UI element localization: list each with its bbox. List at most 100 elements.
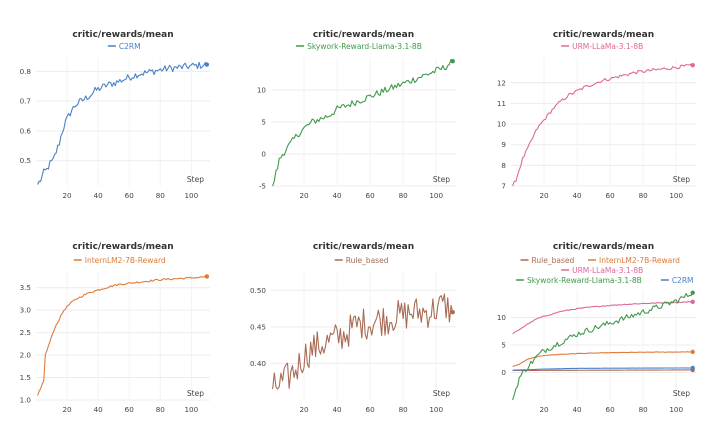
series-end-marker: [450, 310, 455, 315]
series-end-marker: [204, 274, 210, 279]
series-end-marker: [690, 290, 695, 295]
y-tick-label: 12: [497, 78, 506, 87]
y-tick-label: 1.0: [20, 396, 32, 405]
y-tick-label: 0: [261, 150, 266, 159]
x-tick-label: 80: [156, 405, 166, 414]
x-tick-label: 20: [62, 405, 72, 414]
y-tick-label: 0.45: [250, 322, 266, 331]
x-tick-label: 60: [366, 191, 376, 200]
legend-label: Skywork-Reward-Llama-3.1-8B: [527, 276, 642, 285]
y-tick-label: 2.0: [20, 351, 32, 360]
legend-label: Rule_based: [346, 256, 389, 265]
y-tick-label: 0.6: [20, 126, 32, 135]
legend-label: C2RM: [672, 276, 694, 285]
x-tick-label: 40: [572, 191, 582, 200]
series-line: [512, 351, 693, 367]
y-tick-label: 10: [497, 313, 507, 322]
y-tick-label: 8: [501, 161, 506, 170]
series-end-marker: [690, 365, 695, 371]
series-line: [272, 58, 454, 187]
y-tick-label: 0.7: [20, 97, 31, 106]
x-tick-label: 20: [539, 191, 549, 200]
x-tick-label: 100: [184, 405, 198, 414]
series-line: [272, 293, 454, 390]
y-tick-label: 0: [501, 368, 506, 377]
y-tick-label: 10: [257, 86, 267, 95]
series-end-marker: [690, 299, 695, 305]
x-axis-label: Step: [673, 389, 690, 398]
chart-title: critic/rewards/mean: [72, 242, 173, 252]
x-tick-label: 40: [332, 191, 342, 200]
legend-label: URM-LLaMa-3.1-8B: [572, 266, 643, 275]
x-tick-label: 60: [366, 405, 376, 414]
legend-label: Skywork-Reward-Llama-3.1-8B: [307, 42, 422, 51]
y-tick-label: 0.5: [20, 156, 31, 165]
x-tick-label: 20: [299, 191, 309, 200]
x-tick-label: 40: [572, 405, 582, 414]
x-tick-label: 100: [429, 191, 443, 200]
series-end-marker: [450, 59, 455, 64]
x-tick-label: 20: [299, 405, 309, 414]
y-tick-label: 0.50: [250, 286, 266, 295]
chart-panel-4: critic/rewards/mean InternLM2-7B-Reward 1.…: [20, 242, 210, 414]
series-line: [37, 275, 208, 396]
legend-label: URM-LLaMa-3.1-8B: [572, 42, 643, 51]
y-tick-label: 3.0: [20, 306, 32, 315]
x-tick-label: 20: [539, 405, 549, 414]
x-tick-label: 80: [399, 191, 409, 200]
series-line: [512, 367, 693, 371]
x-tick-label: 60: [606, 405, 616, 414]
chart-panel-5: critic/rewards/mean Rule_based 0.40 0.45 0.5…: [250, 242, 456, 414]
series-end-marker: [690, 63, 695, 68]
series-line: [512, 292, 694, 401]
chart-panel-2: critic/rewards/mean Skywork-Reward-Llama-…: [257, 30, 456, 200]
x-axis-label: Step: [433, 389, 450, 398]
y-tick-label: 2.5: [20, 328, 31, 337]
x-tick-label: 40: [332, 405, 342, 414]
x-tick-label: 40: [94, 191, 104, 200]
x-tick-label: 100: [669, 405, 683, 414]
series-end-marker: [204, 62, 210, 67]
x-tick-label: 40: [94, 405, 104, 414]
x-axis-label: Step: [433, 175, 450, 184]
y-tick-label: 5: [261, 118, 266, 127]
x-tick-label: 80: [156, 191, 166, 200]
y-tick-label: 11: [497, 99, 506, 108]
x-tick-label: 60: [125, 405, 135, 414]
chart-title: critic/rewards/mean: [313, 242, 414, 252]
y-tick-label: 5: [501, 341, 506, 350]
series-line: [512, 369, 693, 372]
legend-label: C2RM: [119, 42, 141, 51]
legend-label: InternLM2-7B-Reward: [599, 256, 680, 265]
chart-title: critic/rewards/mean: [553, 242, 654, 252]
x-tick-label: 100: [669, 191, 683, 200]
series-line: [512, 301, 693, 335]
x-axis-label: Step: [187, 389, 204, 398]
series-end-marker: [690, 349, 695, 355]
legend-label: InternLM2-7B-Reward: [85, 256, 166, 265]
y-tick-label: 9: [501, 140, 506, 149]
x-axis-label: Step: [673, 175, 690, 184]
chart-title: critic/rewards/mean: [313, 30, 414, 40]
x-tick-label: 60: [606, 191, 616, 200]
chart-title: critic/rewards/mean: [72, 30, 173, 40]
x-tick-label: 100: [184, 191, 198, 200]
series-line: [512, 63, 693, 187]
chart-panel-6: critic/rewards/mean Rule_based InternLM2-7…: [497, 242, 696, 414]
x-tick-label: 100: [429, 405, 443, 414]
series-line: [37, 61, 208, 185]
x-tick-label: 80: [399, 405, 409, 414]
x-tick-label: 80: [639, 405, 649, 414]
x-tick-label: 80: [639, 191, 649, 200]
chart-title: critic/rewards/mean: [553, 30, 654, 40]
legend-label: Rule_based: [532, 256, 575, 265]
y-tick-label: 10: [497, 120, 507, 129]
chart-panel-3: critic/rewards/mean URM-LLaMa-3.1-8B 7 8 9 10…: [497, 30, 696, 200]
y-tick-label: 1.5: [20, 373, 31, 382]
x-tick-label: 20: [62, 191, 72, 200]
y-tick-label: 7: [501, 182, 506, 191]
x-axis-label: Step: [187, 175, 204, 184]
y-tick-label: -5: [259, 182, 266, 191]
x-tick-label: 60: [125, 191, 135, 200]
